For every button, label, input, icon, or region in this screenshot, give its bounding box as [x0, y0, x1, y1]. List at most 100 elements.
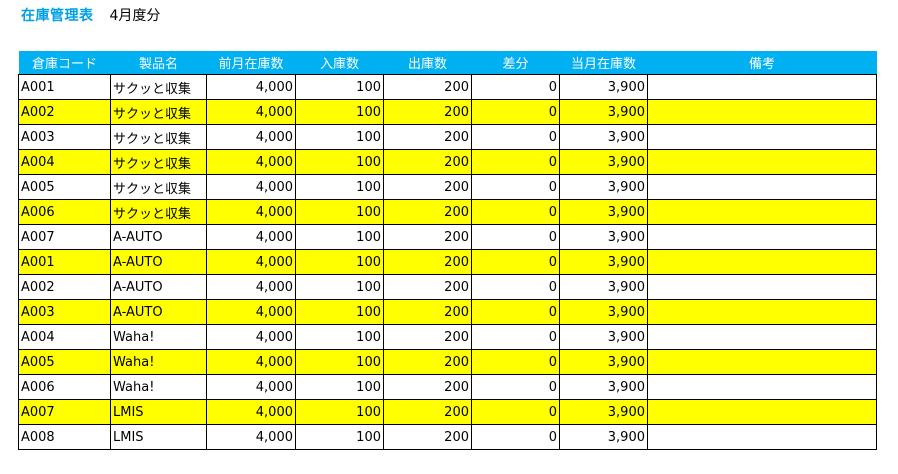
cell-remarks[interactable]: [647, 199, 877, 225]
cell-warehouse-code[interactable]: A005: [18, 349, 111, 375]
cell-remarks[interactable]: [647, 149, 877, 175]
sheet-title[interactable]: 在庫管理表: [21, 8, 94, 24]
cell-warehouse-code[interactable]: A001: [18, 74, 111, 100]
cell-remarks[interactable]: [647, 324, 877, 350]
cell-outbound[interactable]: 200: [383, 199, 472, 225]
cell-product-name[interactable]: A-AUTO: [110, 224, 207, 250]
cell-difference[interactable]: 0: [471, 274, 560, 300]
cell-product-name[interactable]: LMIS: [110, 399, 207, 425]
cell-inbound[interactable]: 100: [295, 324, 384, 350]
cell-difference[interactable]: 0: [471, 299, 560, 325]
cell-outbound[interactable]: 200: [383, 74, 472, 100]
header-product-name[interactable]: 製品名: [110, 51, 207, 75]
cell-remarks[interactable]: [647, 99, 877, 125]
cell-remarks[interactable]: [647, 349, 877, 375]
cell-current-stock[interactable]: 3,900: [559, 274, 648, 300]
cell-outbound[interactable]: 200: [383, 399, 472, 425]
cell-difference[interactable]: 0: [471, 349, 560, 375]
cell-product-name[interactable]: LMIS: [110, 424, 207, 450]
cell-product-name[interactable]: サクッと収集: [110, 99, 207, 125]
cell-product-name[interactable]: Waha!: [110, 349, 207, 375]
cell-remarks[interactable]: [647, 274, 877, 300]
cell-warehouse-code[interactable]: A004: [18, 324, 111, 350]
cell-product-name[interactable]: サクッと収集: [110, 149, 207, 175]
cell-inbound[interactable]: 100: [295, 99, 384, 125]
cell-warehouse-code[interactable]: A006: [18, 374, 111, 400]
cell-inbound[interactable]: 100: [295, 249, 384, 275]
cell-product-name[interactable]: Waha!: [110, 324, 207, 350]
cell-inbound[interactable]: 100: [295, 374, 384, 400]
cell-warehouse-code[interactable]: A007: [18, 399, 111, 425]
header-inbound[interactable]: 入庫数: [295, 51, 384, 75]
cell-remarks[interactable]: [647, 374, 877, 400]
cell-prev-stock[interactable]: 4,000: [206, 224, 296, 250]
cell-outbound[interactable]: 200: [383, 374, 472, 400]
cell-prev-stock[interactable]: 4,000: [206, 349, 296, 375]
cell-remarks[interactable]: [647, 249, 877, 275]
cell-warehouse-code[interactable]: A005: [18, 174, 111, 200]
cell-current-stock[interactable]: 3,900: [559, 324, 648, 350]
cell-remarks[interactable]: [647, 299, 877, 325]
cell-outbound[interactable]: 200: [383, 424, 472, 450]
cell-remarks[interactable]: [647, 74, 877, 100]
cell-prev-stock[interactable]: 4,000: [206, 74, 296, 100]
cell-prev-stock[interactable]: 4,000: [206, 299, 296, 325]
cell-remarks[interactable]: [647, 224, 877, 250]
cell-warehouse-code[interactable]: A006: [18, 199, 111, 225]
cell-product-name[interactable]: A-AUTO: [110, 274, 207, 300]
cell-current-stock[interactable]: 3,900: [559, 424, 648, 450]
cell-product-name[interactable]: A-AUTO: [110, 249, 207, 275]
cell-outbound[interactable]: 200: [383, 224, 472, 250]
cell-prev-stock[interactable]: 4,000: [206, 124, 296, 150]
cell-outbound[interactable]: 200: [383, 299, 472, 325]
cell-warehouse-code[interactable]: A002: [18, 99, 111, 125]
cell-current-stock[interactable]: 3,900: [559, 124, 648, 150]
cell-inbound[interactable]: 100: [295, 399, 384, 425]
cell-current-stock[interactable]: 3,900: [559, 199, 648, 225]
cell-difference[interactable]: 0: [471, 249, 560, 275]
cell-outbound[interactable]: 200: [383, 349, 472, 375]
cell-inbound[interactable]: 100: [295, 274, 384, 300]
cell-prev-stock[interactable]: 4,000: [206, 374, 296, 400]
cell-prev-stock[interactable]: 4,000: [206, 199, 296, 225]
sheet-period[interactable]: 4月度分: [109, 8, 161, 24]
cell-remarks[interactable]: [647, 124, 877, 150]
cell-current-stock[interactable]: 3,900: [559, 74, 648, 100]
cell-warehouse-code[interactable]: A007: [18, 224, 111, 250]
cell-outbound[interactable]: 200: [383, 324, 472, 350]
cell-current-stock[interactable]: 3,900: [559, 99, 648, 125]
cell-difference[interactable]: 0: [471, 149, 560, 175]
cell-remarks[interactable]: [647, 174, 877, 200]
cell-product-name[interactable]: A-AUTO: [110, 299, 207, 325]
cell-current-stock[interactable]: 3,900: [559, 149, 648, 175]
cell-warehouse-code[interactable]: A008: [18, 424, 111, 450]
cell-difference[interactable]: 0: [471, 224, 560, 250]
cell-difference[interactable]: 0: [471, 374, 560, 400]
cell-inbound[interactable]: 100: [295, 199, 384, 225]
cell-outbound[interactable]: 200: [383, 99, 472, 125]
cell-outbound[interactable]: 200: [383, 249, 472, 275]
cell-inbound[interactable]: 100: [295, 424, 384, 450]
cell-warehouse-code[interactable]: A004: [18, 149, 111, 175]
cell-product-name[interactable]: サクッと収集: [110, 74, 207, 100]
cell-prev-stock[interactable]: 4,000: [206, 174, 296, 200]
cell-remarks[interactable]: [647, 424, 877, 450]
cell-prev-stock[interactable]: 4,000: [206, 249, 296, 275]
cell-current-stock[interactable]: 3,900: [559, 224, 648, 250]
cell-warehouse-code[interactable]: A003: [18, 124, 111, 150]
cell-remarks[interactable]: [647, 399, 877, 425]
cell-difference[interactable]: 0: [471, 74, 560, 100]
cell-product-name[interactable]: サクッと収集: [110, 174, 207, 200]
cell-warehouse-code[interactable]: A002: [18, 274, 111, 300]
cell-prev-stock[interactable]: 4,000: [206, 99, 296, 125]
cell-difference[interactable]: 0: [471, 199, 560, 225]
cell-inbound[interactable]: 100: [295, 74, 384, 100]
cell-prev-stock[interactable]: 4,000: [206, 274, 296, 300]
cell-inbound[interactable]: 100: [295, 174, 384, 200]
cell-prev-stock[interactable]: 4,000: [206, 149, 296, 175]
header-warehouse-code[interactable]: 倉庫コード: [18, 51, 111, 75]
cell-outbound[interactable]: 200: [383, 124, 472, 150]
cell-current-stock[interactable]: 3,900: [559, 174, 648, 200]
cell-product-name[interactable]: Waha!: [110, 374, 207, 400]
cell-prev-stock[interactable]: 4,000: [206, 399, 296, 425]
